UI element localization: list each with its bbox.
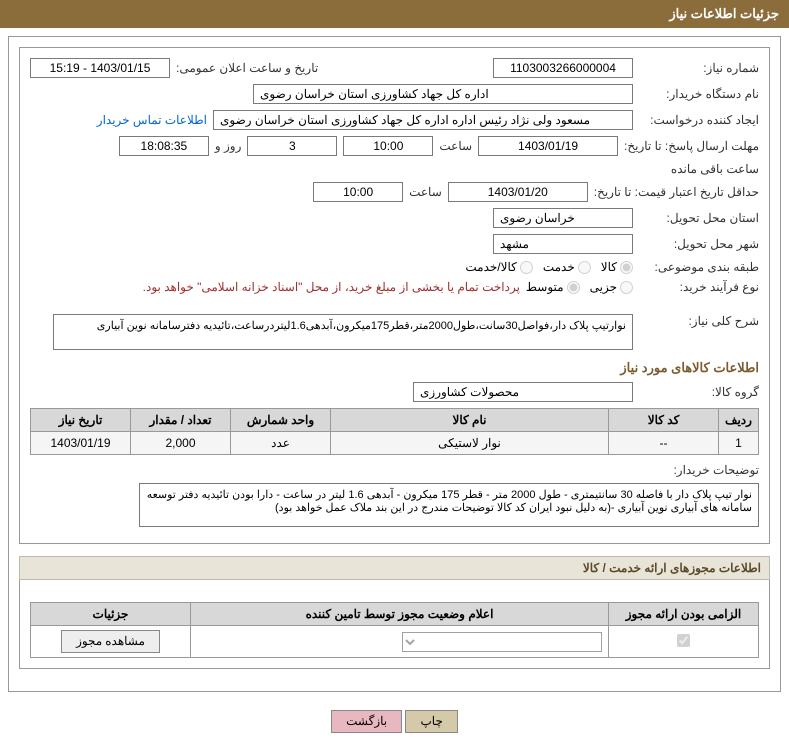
deadline-time-field: 10:00 (343, 136, 433, 156)
radio-partial (620, 281, 633, 294)
province-field: خراسان رضوی (493, 208, 633, 228)
contact-link[interactable]: اطلاعات تماس خریدار (97, 113, 207, 127)
need-desc-label: شرح کلی نیاز: (639, 314, 759, 328)
license-table: الزامی بودن ارائه مجوز اعلام وضعیت مجوز … (30, 602, 759, 658)
radio-medium-label: متوسط (526, 280, 564, 294)
radio-medium (567, 281, 580, 294)
countdown-field: 18:08:35 (119, 136, 209, 156)
license-section-header: اطلاعات مجوزهای ارائه خدمت / کالا (19, 556, 770, 580)
lth-required: الزامی بودن ارائه مجوز (609, 603, 759, 626)
remaining-label: ساعت باقی مانده (671, 162, 759, 176)
purchase-type-label: نوع فرآیند خرید: (639, 280, 759, 294)
announce-field: 1403/01/15 - 15:19 (30, 58, 170, 78)
info-section: شماره نیاز: 1103003266000004 تاریخ و ساع… (19, 47, 770, 544)
cell-code: -- (609, 432, 719, 455)
lth-details: جزئیات (31, 603, 191, 626)
license-required-checkbox (677, 634, 690, 647)
radio-goods (620, 261, 633, 274)
buyer-org-field: اداره کل جهاد کشاورزی استان خراسان رضوی (253, 84, 633, 104)
need-number-field: 1103003266000004 (493, 58, 633, 78)
days-field: 3 (247, 136, 337, 156)
purchase-type-radio-group: جزیی متوسط (526, 280, 633, 294)
radio-service-label: خدمت (543, 260, 575, 274)
requester-field: مسعود ولی نژاد رئیس اداره اداره کل جهاد … (213, 110, 633, 130)
validity-date-field: 1403/01/20 (448, 182, 588, 202)
days-label: روز و (215, 139, 242, 153)
main-container: AriaTender.net شماره نیاز: 1103003266000… (8, 36, 781, 692)
radio-both-label: کالا/خدمت (465, 260, 516, 274)
time-label-1: ساعت (439, 139, 472, 153)
buyer-org-label: نام دستگاه خریدار: (639, 87, 759, 101)
footer-buttons: چاپ بازگشت (0, 700, 789, 743)
print-button[interactable]: چاپ (405, 710, 457, 733)
goods-table: ردیف کد کالا نام کالا واحد شمارش تعداد /… (30, 408, 759, 455)
cell-date: 1403/01/19 (31, 432, 131, 455)
th-name: نام کالا (331, 409, 609, 432)
cell-name: نوار لاستیکی (331, 432, 609, 455)
province-label: استان محل تحویل: (639, 211, 759, 225)
page-header: جزئیات اطلاعات نیاز (0, 0, 789, 28)
deadline-date-field: 1403/01/19 (478, 136, 618, 156)
th-qty: تعداد / مقدار (131, 409, 231, 432)
license-section: الزامی بودن ارائه مجوز اعلام وضعیت مجوز … (19, 580, 770, 669)
radio-both (520, 261, 533, 274)
back-button[interactable]: بازگشت (331, 710, 402, 733)
category-radio-group: کالا خدمت کالا/خدمت (465, 260, 633, 274)
validity-label: حداقل تاریخ اعتبار قیمت: تا تاریخ: (594, 185, 759, 199)
license-row: مشاهده مجوز (31, 626, 759, 658)
page-title: جزئیات اطلاعات نیاز (669, 6, 779, 21)
city-label: شهر محل تحویل: (639, 237, 759, 251)
goods-group-field: محصولات کشاورزی (413, 382, 633, 402)
radio-partial-label: جزیی (590, 280, 617, 294)
radio-goods-label: کالا (601, 260, 617, 274)
table-row: 1 -- نوار لاستیکی عدد 2,000 1403/01/19 (31, 432, 759, 455)
th-row: ردیف (719, 409, 759, 432)
buyer-notes-label: توضیحات خریدار: (639, 463, 759, 477)
th-unit: واحد شمارش (231, 409, 331, 432)
cell-row: 1 (719, 432, 759, 455)
category-label: طبقه بندی موضوعی: (639, 260, 759, 274)
time-label-2: ساعت (409, 185, 442, 199)
city-field: مشهد (493, 234, 633, 254)
th-code: کد کالا (609, 409, 719, 432)
validity-time-field: 10:00 (313, 182, 403, 202)
deadline-label: مهلت ارسال پاسخ: تا تاریخ: (624, 139, 759, 153)
requester-label: ایجاد کننده درخواست: (639, 113, 759, 127)
cell-qty: 2,000 (131, 432, 231, 455)
radio-service (578, 261, 591, 274)
need-desc-field: نوارتیپ پلاک دار،فواصل30سانت،طول2000متر،… (53, 314, 633, 350)
license-status-select[interactable] (402, 632, 602, 652)
payment-note: پرداخت تمام یا بخشی از مبلغ خرید، از محل… (143, 280, 520, 294)
need-number-label: شماره نیاز: (639, 61, 759, 75)
th-date: تاریخ نیاز (31, 409, 131, 432)
announce-label: تاریخ و ساعت اعلان عمومی: (176, 61, 318, 75)
view-license-button[interactable]: مشاهده مجوز (61, 630, 160, 653)
lth-status: اعلام وضعیت مجوز توسط تامین کننده (191, 603, 609, 626)
goods-group-label: گروه کالا: (639, 385, 759, 399)
buyer-notes-field: نوار تیپ پلاک دار با فاصله 30 سانتیمتری … (139, 483, 759, 527)
cell-unit: عدد (231, 432, 331, 455)
goods-section-title: اطلاعات کالاهای مورد نیاز (30, 360, 759, 376)
